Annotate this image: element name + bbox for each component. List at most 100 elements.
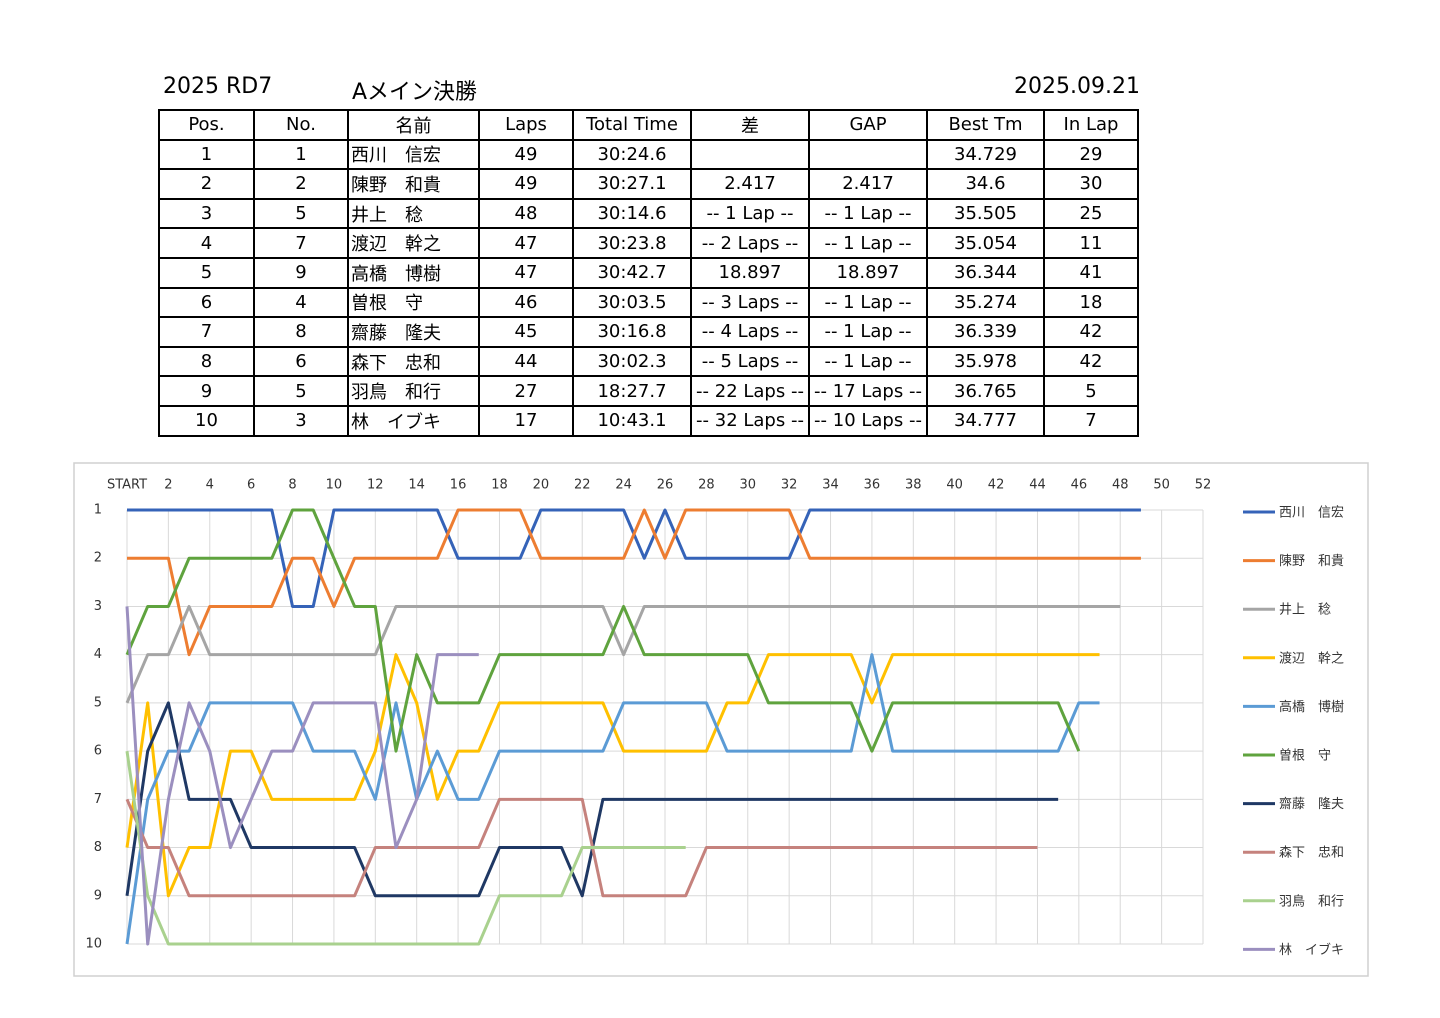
cell: 36.344	[926, 256, 1045, 289]
cell: 29	[1043, 138, 1139, 171]
column-header: GAP	[808, 109, 928, 141]
cell: 1	[158, 138, 255, 171]
x-tick-label: 28	[698, 478, 715, 493]
legend-label: 陳野 和貴	[1279, 554, 1344, 569]
cell: -- 32 Laps --	[690, 404, 810, 437]
table-row: 4 7 渡辺 幹之 47 30:23.8 -- 2 Laps -- -- 1 Lap -- 3…	[158, 227, 1139, 259]
cell: 42	[1043, 316, 1139, 348]
cell: 36.339	[926, 316, 1045, 348]
cell: 30:23.8	[572, 227, 692, 259]
cell: 渡辺 幹之	[347, 227, 480, 259]
column-header: 差	[690, 109, 810, 141]
cell: 30:14.6	[572, 197, 692, 230]
cell: 30:42.7	[572, 256, 692, 289]
x-tick-label: 52	[1195, 478, 1212, 493]
cell: 47	[478, 256, 574, 289]
y-tick-label: 3	[94, 599, 102, 614]
x-tick-label: 2	[164, 478, 172, 493]
x-tick-label: 6	[247, 478, 255, 493]
series-line	[125, 606, 479, 946]
cell	[690, 138, 810, 171]
y-tick-label: 9	[94, 888, 102, 903]
cell: -- 1 Lap --	[808, 197, 928, 230]
series-line	[125, 508, 1081, 753]
cell: 18	[1043, 286, 1139, 319]
table-row: 10 3 林 イブキ 17 10:43.1 -- 32 Laps -- -- 10 Laps…	[158, 404, 1139, 437]
cell: 4	[253, 286, 349, 319]
column-header: Laps	[478, 109, 574, 141]
cell: 1	[253, 138, 349, 171]
cell: 42	[1043, 345, 1139, 378]
column-header: Best Tm	[926, 109, 1045, 141]
cell: 曽根 守	[347, 286, 480, 319]
table-row: 5 9 高橋 博樹 47 30:42.7 18.897 18.897 36.344 41	[158, 256, 1139, 289]
legend-label: 齋藤 隆夫	[1279, 796, 1344, 812]
cell: 30:03.5	[572, 286, 692, 319]
legend-label: 曽根 守	[1279, 749, 1331, 764]
cell: 44	[478, 345, 574, 378]
x-tick-label: 36	[864, 478, 881, 493]
x-tick-label: 46	[1071, 478, 1088, 493]
cell: -- 1 Lap --	[690, 197, 810, 230]
x-tick-label: 48	[1112, 478, 1129, 493]
series-line	[125, 750, 686, 946]
x-tick-label: 50	[1153, 478, 1170, 493]
x-tick-label: 42	[988, 478, 1005, 493]
cell: -- 1 Lap --	[808, 345, 928, 378]
series-line	[125, 604, 1121, 704]
cell: 35.274	[926, 286, 1045, 319]
x-tick-label: 38	[905, 478, 922, 493]
legend-label: 森下 忠和	[1279, 846, 1344, 861]
cell: 7	[158, 316, 255, 348]
cell: 18.897	[690, 256, 810, 289]
cell: 5	[1043, 375, 1139, 407]
x-tick-label: 34	[822, 478, 839, 493]
cell: 4	[158, 227, 255, 259]
results-table: Pos. No. 名前 Laps Total Time 差 GAP Best Tm In Lap…	[158, 109, 1139, 437]
column-header: In Lap	[1043, 109, 1139, 141]
series-name: 2025 RD7	[163, 74, 273, 99]
x-tick-label: 30	[739, 478, 756, 493]
cell: 2.417	[690, 168, 810, 200]
legend-label: 西川 信宏	[1279, 506, 1344, 521]
y-tick-label: 8	[94, 840, 102, 855]
cell: 25	[1043, 197, 1139, 230]
cell: 8	[158, 345, 255, 378]
cell: 陳野 和貴	[347, 168, 480, 200]
y-tick-label: 4	[94, 647, 102, 662]
series-line	[125, 653, 1100, 898]
x-tick-label: 12	[367, 478, 384, 493]
series-line	[127, 508, 1141, 657]
cell: -- 17 Laps --	[808, 375, 928, 407]
x-tick-label: 18	[491, 478, 508, 493]
cell: -- 2 Laps --	[690, 227, 810, 259]
cell: -- 10 Laps --	[808, 404, 928, 437]
legend-label: 林 イブキ	[1279, 942, 1344, 958]
cell: 森下 忠和	[347, 345, 480, 378]
y-tick-label: 10	[85, 937, 102, 952]
cell: 49	[478, 168, 574, 200]
x-tick-label: 40	[946, 478, 963, 493]
cell: 2.417	[808, 168, 928, 200]
cell: 羽鳥 和行	[347, 375, 480, 407]
cell: 9	[158, 375, 255, 407]
legend-label: 羽鳥 和行	[1279, 894, 1344, 909]
y-tick-label: 1	[94, 503, 102, 518]
cell: 30:02.3	[572, 345, 692, 378]
table-row: 7 8 齋藤 隆夫 45 30:16.8 -- 4 Laps -- -- 1 Lap -- 3…	[158, 316, 1139, 348]
cell: -- 1 Lap --	[808, 316, 928, 348]
column-header: Total Time	[572, 109, 692, 141]
cell: 36.765	[926, 375, 1045, 407]
cell: 5	[253, 375, 349, 407]
cell: 2	[253, 168, 349, 200]
series-line	[125, 797, 1038, 898]
cell: 30:16.8	[572, 316, 692, 348]
cell: 34.6	[926, 168, 1045, 200]
column-header: 名前	[347, 109, 480, 141]
x-tick-label: 14	[408, 478, 425, 493]
x-tick-label: 16	[450, 478, 467, 493]
x-tick-label: 44	[1029, 478, 1046, 493]
cell: 3	[253, 404, 349, 437]
y-tick-label: 6	[94, 744, 102, 759]
